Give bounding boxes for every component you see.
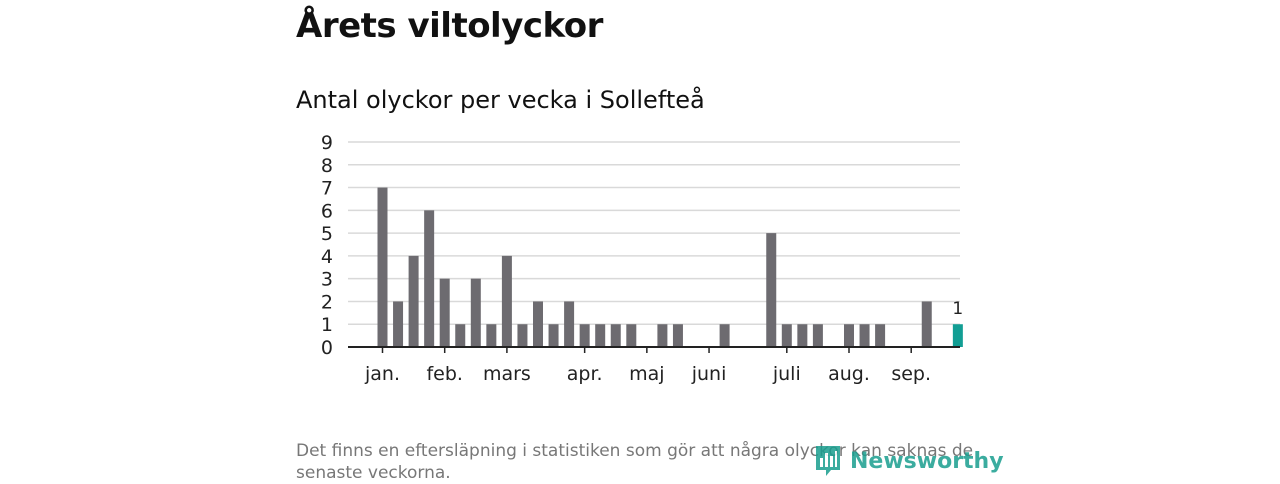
bar-data-label: 1 xyxy=(952,299,963,319)
y-tick-label: 4 xyxy=(321,246,333,268)
x-tick-label: juni xyxy=(691,363,727,385)
y-tick-label: 7 xyxy=(321,178,333,200)
bar xyxy=(797,324,808,347)
y-tick-label: 2 xyxy=(321,291,333,313)
bar xyxy=(781,324,792,347)
bar xyxy=(579,324,590,347)
bar xyxy=(626,324,637,347)
bar xyxy=(501,255,512,347)
bar xyxy=(672,324,683,347)
footnote: Det finns en eftersläpning i statistiken… xyxy=(296,441,974,483)
newsworthy-logo-icon xyxy=(816,446,840,476)
grid-lines xyxy=(348,141,960,325)
y-tick-label: 1 xyxy=(321,314,333,336)
x-tick-label: sep. xyxy=(891,363,931,385)
data-labels: 1 xyxy=(952,299,963,319)
y-tick-label: 9 xyxy=(321,132,333,154)
bar xyxy=(875,324,886,347)
bar xyxy=(719,324,730,347)
y-tick-label: 8 xyxy=(321,155,333,177)
bar xyxy=(564,301,575,347)
y-tick-label: 6 xyxy=(321,200,333,222)
bars xyxy=(377,187,963,347)
y-tick-label: 3 xyxy=(321,269,333,291)
bar xyxy=(766,233,777,347)
bar xyxy=(393,301,404,347)
bar xyxy=(610,324,621,347)
y-tick-label: 5 xyxy=(321,223,333,245)
bar xyxy=(657,324,668,347)
bar xyxy=(595,324,606,347)
bar xyxy=(408,255,419,347)
chart-title: Antal olyckor per vecka i Sollefteå xyxy=(296,86,705,114)
bar xyxy=(533,301,543,347)
bar-highlight xyxy=(952,324,963,347)
bar xyxy=(812,324,823,347)
bar xyxy=(548,324,559,347)
bar xyxy=(844,324,854,347)
bar xyxy=(859,324,870,347)
brand-name: Newsworthy xyxy=(850,448,1004,474)
x-tick-label: feb. xyxy=(426,363,462,385)
x-tick-label: aug. xyxy=(828,363,870,385)
x-tick-label: apr. xyxy=(567,363,603,385)
x-tick-label: juli xyxy=(772,363,801,385)
bar xyxy=(439,278,450,347)
bar xyxy=(921,301,932,347)
page-title: Årets viltolyckor xyxy=(296,6,603,46)
bar xyxy=(377,187,388,347)
y-tick-label: 0 xyxy=(321,337,333,359)
bar xyxy=(486,324,497,347)
bar xyxy=(424,210,435,347)
newsworthy-logo[interactable]: Newsworthy xyxy=(814,444,1004,478)
x-axis-ticks: jan. feb. mars apr. maj juni juli aug. sep. xyxy=(364,347,931,385)
bar xyxy=(455,324,466,347)
x-tick-label: mars xyxy=(483,363,531,385)
bar xyxy=(517,324,528,347)
bar xyxy=(470,278,481,347)
x-tick-label: jan. xyxy=(364,363,400,385)
x-tick-label: maj xyxy=(629,363,664,385)
